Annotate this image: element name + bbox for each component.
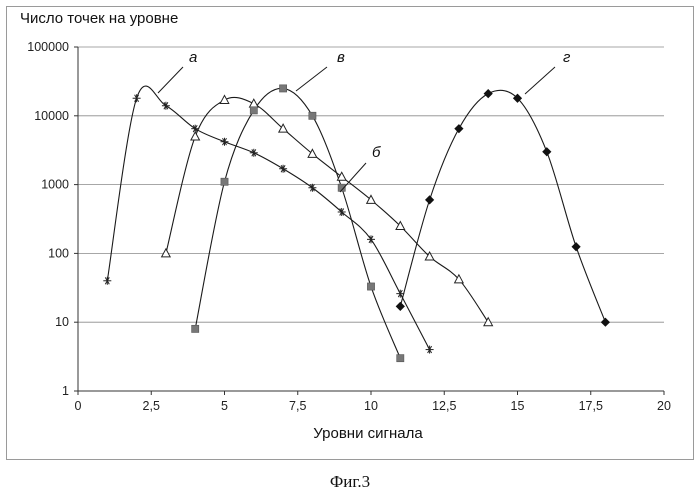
label-leader-line — [158, 67, 183, 93]
series-labels: а б в г — [158, 49, 571, 192]
label-leader-line — [296, 67, 327, 91]
data-point — [191, 132, 200, 140]
x-tick-label: 0 — [75, 399, 82, 413]
data-point — [279, 165, 287, 173]
grid — [78, 47, 664, 322]
series-lines — [107, 86, 605, 358]
tick-labels: 1 10 100 1000 10000 100000 0 2,5 5 7,5 10 12,5 15 17,… — [27, 40, 671, 413]
data-point — [396, 302, 405, 311]
axes — [74, 47, 664, 395]
series-markers — [103, 85, 610, 362]
x-tick-label: 15 — [511, 399, 525, 413]
y-tick-label: 10000 — [34, 109, 69, 123]
data-point — [221, 138, 229, 146]
data-point — [484, 318, 493, 326]
x-tick-label: 20 — [657, 399, 671, 413]
data-point — [454, 124, 463, 133]
data-point — [250, 99, 259, 107]
series-line — [107, 86, 429, 350]
data-point — [308, 149, 317, 157]
data-point — [220, 95, 229, 103]
series-line — [166, 97, 488, 322]
series-line — [195, 88, 400, 358]
data-point — [367, 283, 374, 290]
series-label: а — [189, 49, 197, 66]
data-point — [572, 242, 581, 251]
data-point — [426, 346, 434, 354]
data-point — [250, 107, 257, 114]
x-tick-label: 2,5 — [143, 399, 160, 413]
data-point — [192, 325, 199, 332]
label-leader-line — [525, 67, 555, 94]
data-point — [397, 355, 404, 362]
data-point — [309, 112, 316, 119]
y-tick-label: 100000 — [27, 40, 69, 54]
y-tick-label: 100 — [48, 246, 69, 260]
series-label: б — [372, 144, 381, 161]
data-point — [103, 277, 111, 285]
x-axis-title: Уровни сигнала — [313, 425, 423, 442]
series-line — [400, 90, 605, 322]
data-point — [601, 318, 610, 327]
data-point — [542, 147, 551, 156]
data-point — [367, 195, 376, 203]
y-tick-label: 1000 — [41, 178, 69, 192]
data-point — [250, 149, 258, 157]
data-point — [133, 94, 141, 102]
y-axis-title: Число точек на уровне — [20, 10, 178, 27]
x-tick-label: 10 — [364, 399, 378, 413]
data-point — [425, 195, 434, 204]
x-tick-label: 5 — [221, 399, 228, 413]
data-point — [221, 178, 228, 185]
x-tick-label: 7,5 — [289, 399, 306, 413]
data-point — [162, 249, 171, 257]
data-point — [337, 172, 346, 180]
series-label: г — [563, 49, 571, 66]
x-tick-label: 17,5 — [579, 399, 603, 413]
y-tick-label: 1 — [62, 384, 69, 398]
data-point — [484, 89, 493, 98]
data-point — [280, 85, 287, 92]
y-tick-label: 10 — [55, 315, 69, 329]
series-label: в — [337, 49, 345, 66]
figure-caption: Фиг.3 — [330, 472, 370, 491]
x-tick-label: 12,5 — [432, 399, 456, 413]
